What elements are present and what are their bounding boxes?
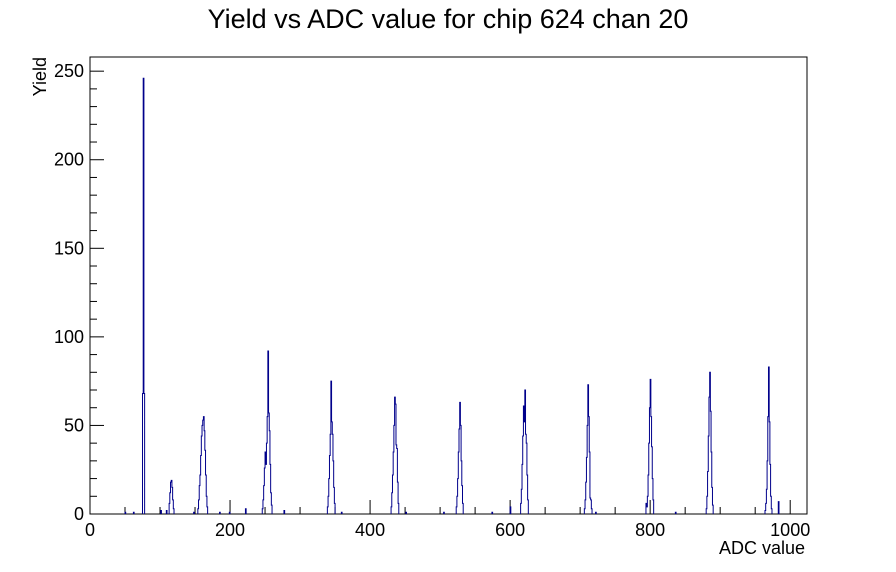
x-tick-label: 400 (355, 520, 385, 540)
y-tick-label: 100 (54, 327, 84, 347)
y-tick-label: 50 (64, 415, 84, 435)
y-tick-label: 0 (74, 504, 84, 524)
y-tick-label: 200 (54, 150, 84, 170)
x-tick-label: 600 (495, 520, 525, 540)
x-axis-label: ADC value (719, 538, 805, 558)
x-tick-label: 0 (85, 520, 95, 540)
chart-title: Yield vs ADC value for chip 624 chan 20 (208, 4, 689, 34)
y-axis: 0 50 100 150 200 250 (54, 61, 104, 524)
y-tick-label: 150 (54, 238, 84, 258)
histogram-series (124, 77, 780, 514)
plot-frame (89, 56, 808, 515)
x-axis: 0 200 400 600 800 1000 (85, 500, 810, 540)
x-tick-label: 1000 (770, 520, 810, 540)
x-tick-label: 200 (215, 520, 245, 540)
y-tick-label: 250 (54, 61, 84, 81)
y-axis-label: Yield (30, 57, 50, 96)
x-tick-label: 800 (635, 520, 665, 540)
